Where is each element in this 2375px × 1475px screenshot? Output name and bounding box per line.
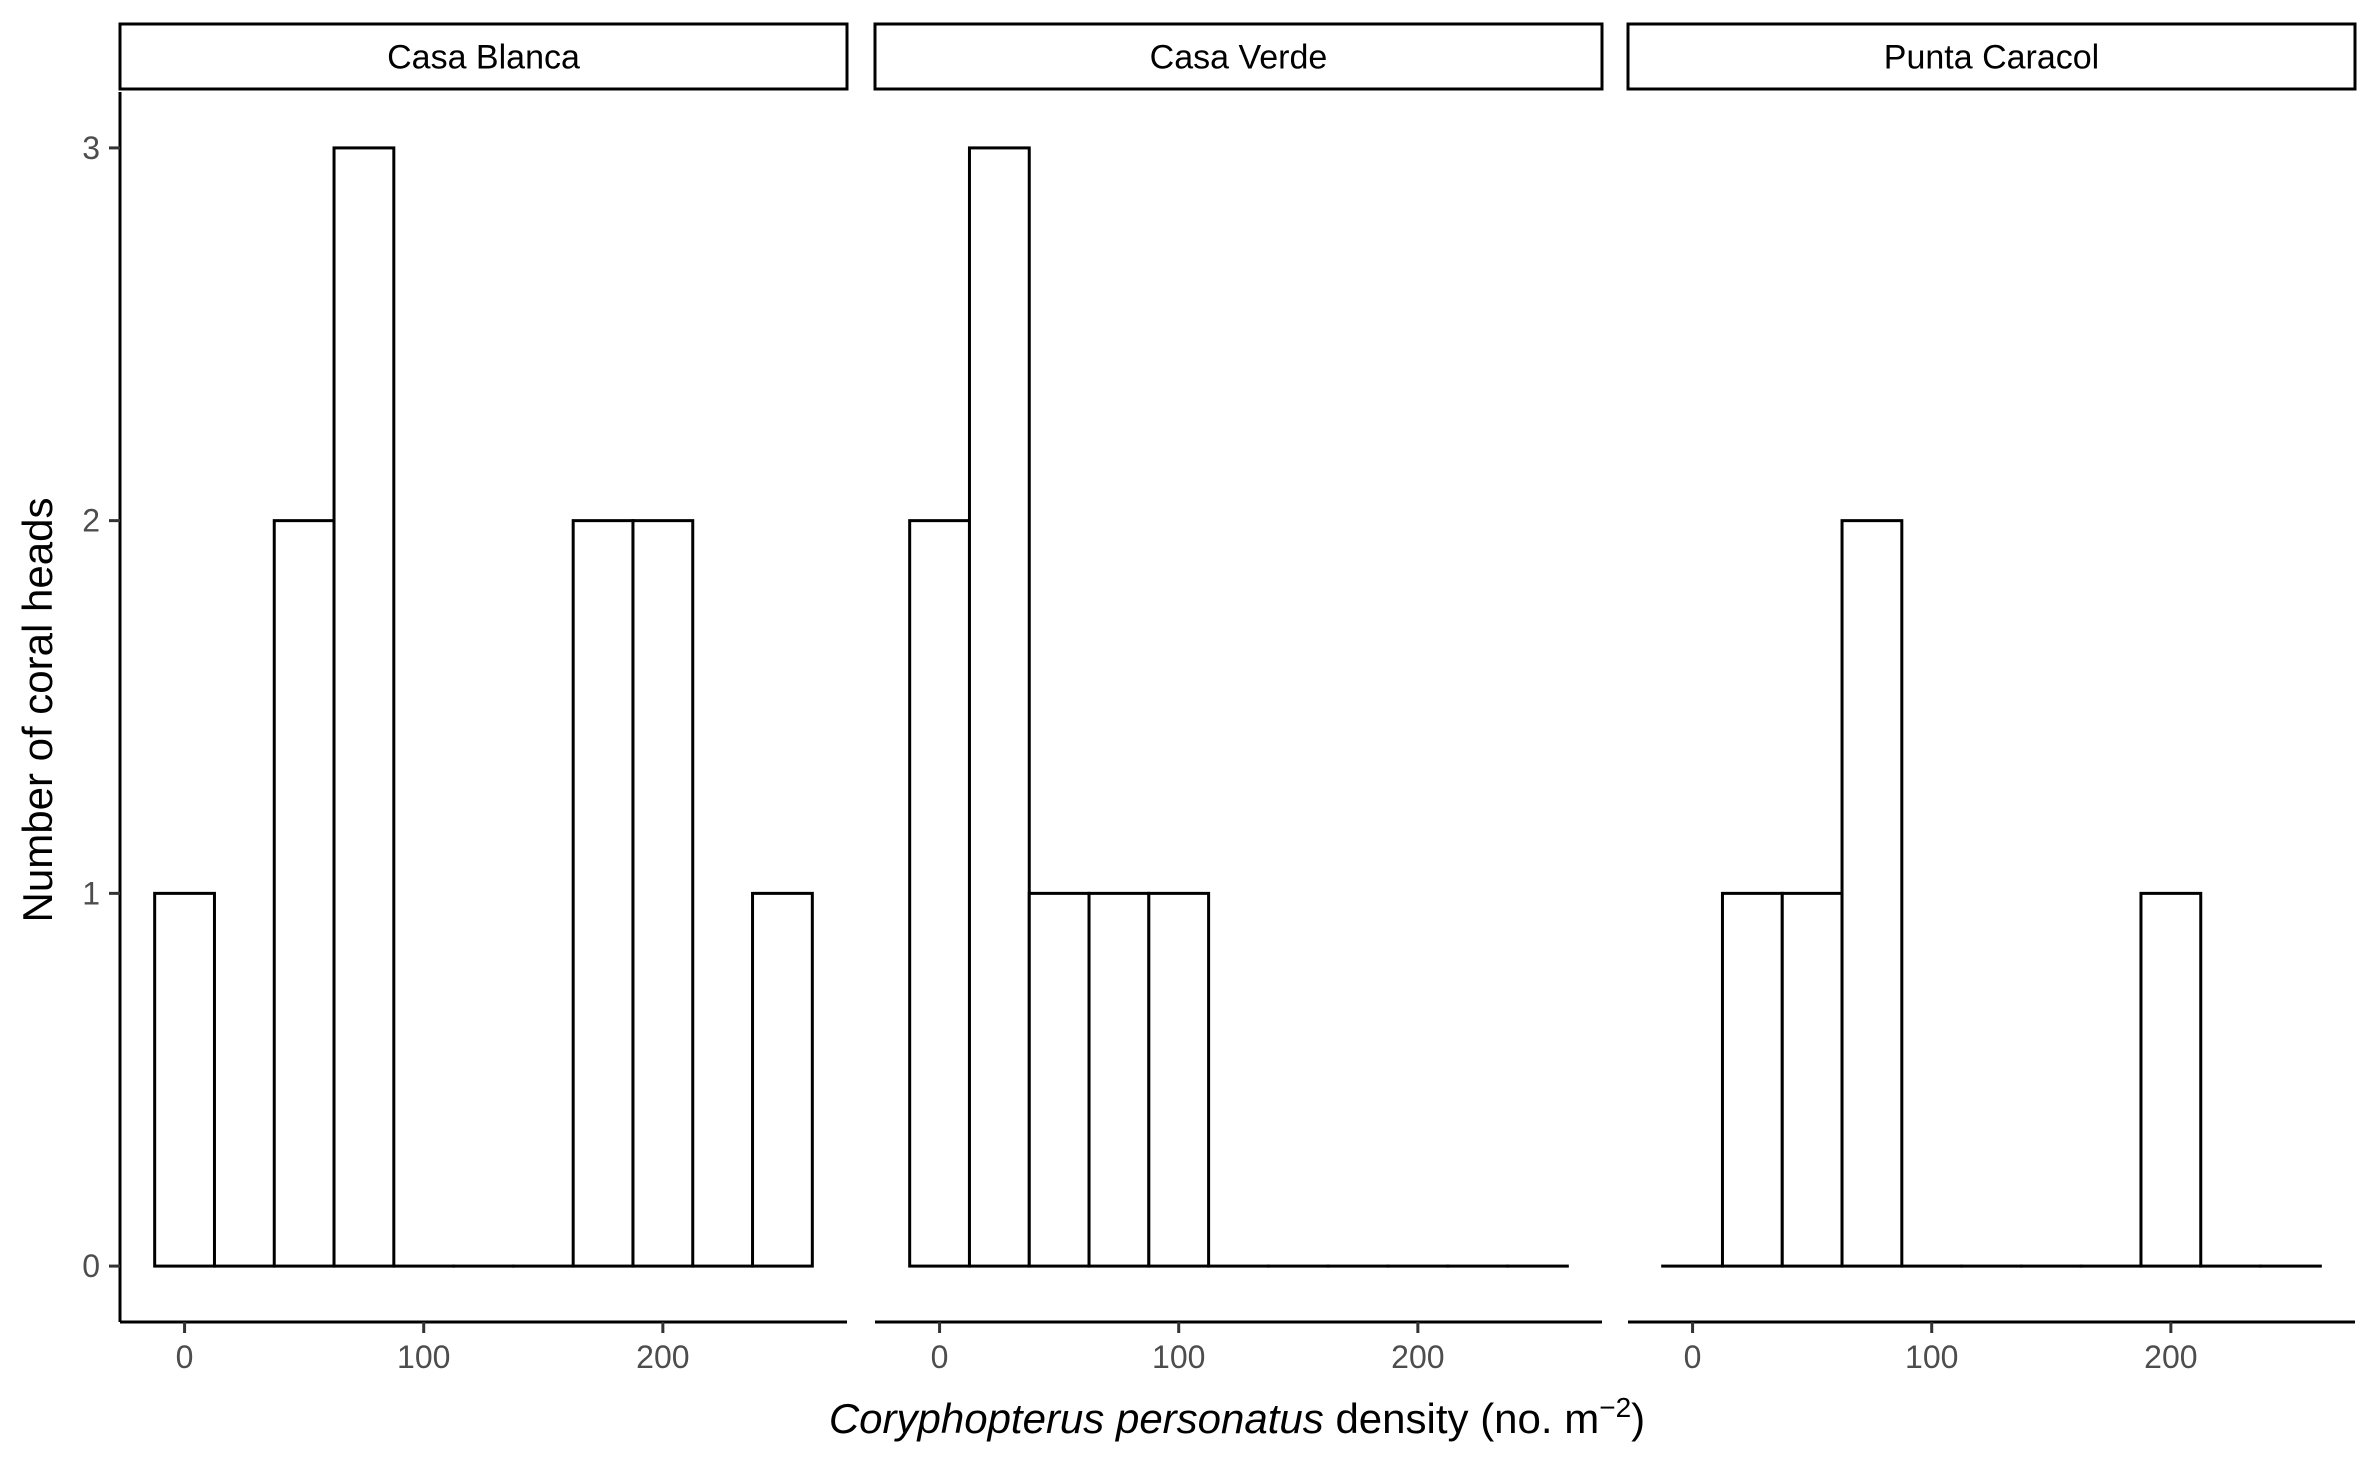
bar-casa-verde-50 xyxy=(1029,893,1089,1266)
x-axis-title-exponent: −2 xyxy=(1599,1392,1631,1423)
bar-casa-verde-25 xyxy=(969,148,1029,1266)
x-axis-title-species: Coryphopterus personatus xyxy=(829,1395,1324,1442)
bar-punta-caracol-50 xyxy=(1782,893,1842,1266)
x-tick-label-punta-caracol-0: 0 xyxy=(1684,1339,1702,1375)
x-tick-label-casa-blanca-200: 200 xyxy=(636,1339,689,1375)
panel-casa-verde: Casa Verde 0 100 200 xyxy=(875,24,1602,1375)
bar-punta-caracol-25 xyxy=(1722,893,1782,1266)
y-tick-label-1: 1 xyxy=(82,875,100,911)
strip-label-punta-caracol: Punta Caracol xyxy=(1884,39,2099,77)
panel-punta-caracol: Punta Caracol 0 100 200 xyxy=(1628,24,2355,1375)
bar-punta-caracol-75 xyxy=(1842,521,1902,1266)
bar-casa-blanca-75 xyxy=(334,148,394,1266)
x-axis-title-close: ) xyxy=(1631,1395,1645,1442)
x-tick-label-casa-verde-0: 0 xyxy=(931,1339,949,1375)
x-tick-label-casa-verde-200: 200 xyxy=(1391,1339,1444,1375)
x-axis-title: Coryphopterus personatus density (no. m−… xyxy=(829,1392,1645,1442)
x-tick-label-punta-caracol-100: 100 xyxy=(1905,1339,1958,1375)
bar-casa-blanca-0 xyxy=(155,893,215,1266)
panel-casa-blanca: Casa Blanca 0 100 200 xyxy=(120,24,847,1375)
x-tick-label-casa-blanca-0: 0 xyxy=(176,1339,194,1375)
y-axis: 0 1 2 3 xyxy=(82,92,120,1322)
bar-casa-blanca-200 xyxy=(633,521,693,1266)
y-tick-label-3: 3 xyxy=(82,130,100,166)
x-tick-label-punta-caracol-200: 200 xyxy=(2144,1339,2197,1375)
bar-casa-blanca-250 xyxy=(753,893,813,1266)
bar-casa-verde-75 xyxy=(1089,893,1149,1266)
bar-casa-blanca-175 xyxy=(573,521,633,1266)
y-tick-label-0: 0 xyxy=(82,1248,100,1284)
x-axis-title-units: density (no. m xyxy=(1324,1395,1599,1442)
bar-casa-verde-0 xyxy=(910,521,970,1266)
bar-casa-verde-100 xyxy=(1149,893,1209,1266)
strip-label-casa-verde: Casa Verde xyxy=(1150,39,1328,77)
bar-punta-caracol-200 xyxy=(2141,893,2201,1266)
x-tick-label-casa-blanca-100: 100 xyxy=(397,1339,450,1375)
y-axis-title: Number of coral heads xyxy=(14,498,61,923)
y-tick-label-2: 2 xyxy=(82,503,100,539)
x-tick-label-casa-verde-100: 100 xyxy=(1152,1339,1205,1375)
strip-label-casa-blanca: Casa Blanca xyxy=(387,39,580,77)
bar-casa-blanca-50 xyxy=(274,521,334,1266)
